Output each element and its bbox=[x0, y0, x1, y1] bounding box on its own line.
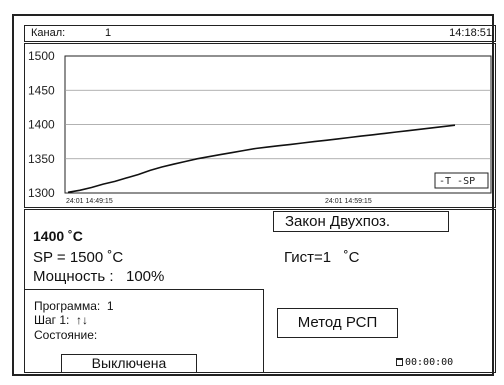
timer-icon bbox=[396, 358, 403, 366]
x-tick-label: 24:01 14:49:15 bbox=[66, 198, 113, 205]
channel-value[interactable]: 1 bbox=[105, 27, 112, 39]
timer-value: 00:00:00 bbox=[405, 357, 454, 368]
program-number[interactable]: Программа: 1 bbox=[34, 299, 114, 313]
header-bar: Канал: 1 14:18:51 bbox=[24, 25, 496, 42]
legend-label: -T -SP bbox=[439, 176, 475, 187]
trend-chart: 1500 1450 1400 1350 1300 24:01 14:49:15 24:01 … bbox=[24, 43, 496, 208]
legend-box bbox=[434, 172, 489, 189]
power-value: Мощность : 100% bbox=[33, 268, 165, 285]
display-frame bbox=[12, 14, 494, 376]
timer-readout: 00:00:00 bbox=[396, 357, 453, 368]
channel-label: Канал: bbox=[31, 27, 66, 39]
state-label: Состояние: bbox=[34, 328, 98, 342]
y-tick-label: 1500 bbox=[28, 49, 55, 63]
temperature-value: 1400 ˚C bbox=[33, 228, 83, 244]
state-toggle-button[interactable]: Выключена bbox=[61, 354, 197, 373]
y-tick-label: 1400 bbox=[28, 118, 55, 132]
y-tick-label: 1300 bbox=[28, 186, 55, 200]
step-line[interactable]: Шаг 1: ↑↓ bbox=[34, 313, 89, 327]
x-tick-label: 24:01 14:59:15 bbox=[325, 198, 372, 205]
trend-chart-svg: 1500 1450 1400 1350 1300 24:01 14:49:15 24:01 … bbox=[28, 49, 492, 205]
temperature-series-line bbox=[67, 124, 456, 194]
y-tick-label: 1350 bbox=[28, 152, 55, 166]
clock-time: 14:18:51 bbox=[449, 27, 492, 39]
setpoint-value[interactable]: SP = 1500 ˚C bbox=[33, 249, 124, 266]
hysteresis-value[interactable]: Гист=1 ˚C bbox=[284, 249, 360, 266]
y-tick-label: 1450 bbox=[28, 83, 55, 97]
method-button[interactable]: Метод РСП bbox=[277, 308, 398, 338]
control-law-field[interactable]: Закон Двухпоз. bbox=[273, 211, 449, 232]
